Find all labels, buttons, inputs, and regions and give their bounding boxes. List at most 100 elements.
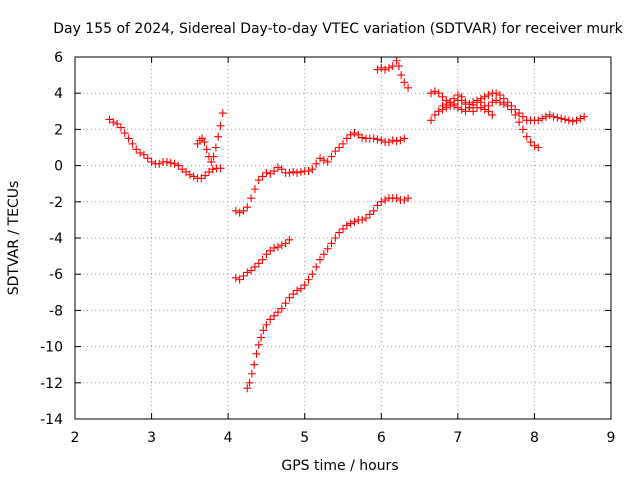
data-point: [488, 98, 497, 107]
x-tick-label: 2: [71, 430, 80, 446]
data-point: [388, 136, 397, 145]
data-point: [239, 206, 248, 215]
data-point: [296, 167, 305, 176]
data-point: [499, 100, 508, 109]
data-point: [208, 165, 217, 174]
data-point: [369, 134, 378, 143]
y-tick-label: -12: [40, 376, 63, 392]
data-point: [457, 105, 466, 114]
data-point: [373, 135, 382, 144]
data-point: [335, 228, 344, 237]
data-series-1: [105, 115, 225, 183]
data-point: [377, 136, 386, 145]
data-point: [252, 349, 261, 358]
data-point: [397, 71, 406, 80]
data-point: [166, 158, 175, 167]
data-point: [319, 250, 328, 259]
data-point: [392, 194, 401, 203]
data-point: [245, 378, 254, 387]
data-point: [518, 125, 527, 134]
x-tick-label: 5: [300, 430, 309, 446]
data-point: [139, 150, 148, 159]
data-point: [235, 208, 244, 217]
data-point: [541, 112, 550, 121]
data-series-6: [373, 56, 413, 92]
data-point: [342, 134, 351, 143]
data-point: [200, 138, 209, 147]
data-point: [507, 105, 516, 114]
data-point: [434, 89, 443, 98]
data-point: [331, 147, 340, 156]
data-point: [384, 63, 393, 72]
data-point: [323, 244, 332, 253]
data-point: [262, 320, 271, 329]
data-point: [293, 286, 302, 295]
data-point: [262, 250, 271, 259]
data-point: [580, 112, 589, 121]
data-point: [216, 121, 225, 130]
data-point: [515, 109, 524, 118]
data-points: [105, 56, 589, 393]
data-point: [442, 100, 451, 109]
y-tick-label: -8: [49, 303, 63, 319]
data-point: [273, 243, 282, 252]
data-point: [564, 116, 573, 125]
data-point: [469, 107, 478, 116]
data-point: [231, 206, 240, 215]
x-tick-label: 4: [224, 430, 233, 446]
data-point: [373, 201, 382, 210]
y-axis-label: SDTVAR / TECUs: [6, 181, 22, 296]
data-point: [557, 114, 566, 123]
data-point: [438, 92, 447, 101]
data-point: [257, 333, 266, 342]
data-point: [553, 113, 562, 122]
data-point: [312, 159, 321, 168]
data-point: [339, 139, 347, 148]
data-point: [239, 272, 248, 281]
data-point: [308, 165, 317, 174]
data-point: [377, 63, 386, 72]
data-point: [515, 118, 524, 127]
data-point: [488, 110, 497, 119]
x-tick-label: 6: [377, 430, 386, 446]
data-point: [304, 167, 313, 176]
x-tick-label: 3: [147, 430, 156, 446]
data-point: [350, 129, 359, 138]
data-point: [492, 89, 501, 98]
data-point: [207, 157, 216, 166]
data-point: [185, 170, 194, 179]
data-point: [174, 161, 183, 170]
data-point: [358, 133, 367, 142]
data-point: [381, 195, 390, 204]
x-tick-labels: 2 3 4 5 6 7 8 9: [71, 430, 616, 446]
data-point: [211, 143, 220, 152]
data-point: [308, 270, 317, 279]
data-point: [434, 107, 443, 116]
data-point: [254, 340, 263, 349]
data-point: [147, 157, 156, 166]
data-point: [120, 129, 129, 138]
data-point: [358, 215, 367, 224]
data-point: [170, 159, 179, 168]
data-point: [396, 136, 405, 145]
data-point: [319, 156, 328, 165]
data-point: [254, 259, 263, 268]
data-point: [400, 195, 409, 204]
data-point: [576, 114, 585, 123]
data-point: [480, 101, 489, 110]
data-point: [545, 110, 554, 119]
data-series-3: [231, 129, 409, 217]
y-tick-label: 2: [54, 122, 63, 138]
data-point: [214, 132, 223, 141]
data-point: [453, 103, 462, 112]
data-point: [327, 152, 336, 161]
data-point: [335, 143, 344, 152]
data-point: [304, 275, 313, 284]
y-tick-label: 4: [54, 86, 63, 102]
y-tick-label: -4: [49, 231, 63, 247]
data-point: [250, 360, 259, 369]
data-point: [530, 141, 539, 150]
data-point: [277, 165, 286, 174]
y-tick-label: -14: [40, 412, 63, 428]
